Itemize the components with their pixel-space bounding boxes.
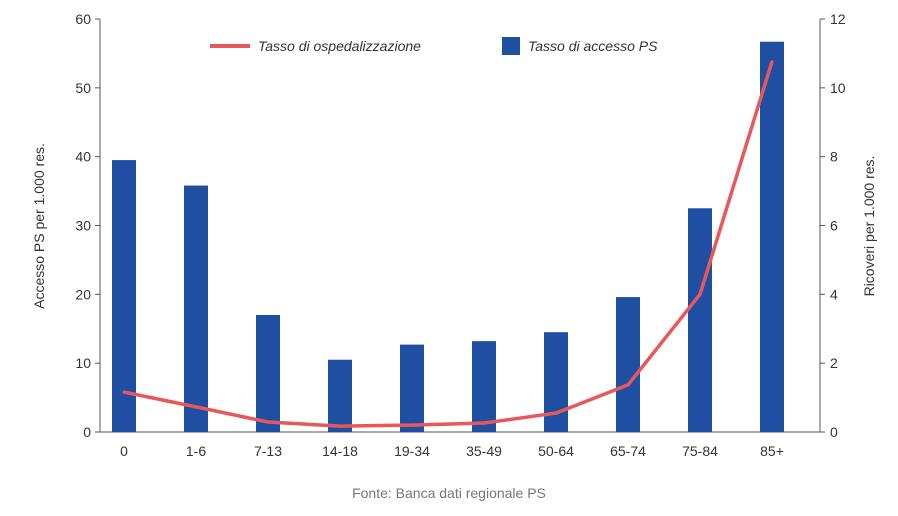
x-tick-label: 7-13 xyxy=(254,443,282,459)
legend: Tasso di ospedalizzazione Tasso di acces… xyxy=(210,37,658,55)
y-right-tick-label: 6 xyxy=(830,218,838,234)
line-point-75-84 xyxy=(698,292,702,296)
x-tick-label: 1-6 xyxy=(186,443,206,459)
y-right-tick-label: 8 xyxy=(830,149,838,165)
bar-19-34 xyxy=(400,344,424,432)
x-tick-label: 50-64 xyxy=(538,443,574,459)
legend-bar-swatch xyxy=(502,37,520,55)
line-point-65-74 xyxy=(626,383,630,387)
y-left-tick-label: 30 xyxy=(75,218,91,234)
bar-14-18 xyxy=(328,359,352,432)
bar-7-13 xyxy=(256,314,280,432)
x-tick-label: 35-49 xyxy=(466,443,502,459)
y-axis-left-label: Accesso PS per 1.000 res. xyxy=(31,143,47,309)
bar-35-49 xyxy=(472,341,496,432)
bar-1-6 xyxy=(184,185,208,432)
x-tick-label: 0 xyxy=(120,443,128,459)
y-left-tick-label: 40 xyxy=(75,149,91,165)
bar-50-64 xyxy=(544,332,568,432)
y-left-tick-label: 20 xyxy=(75,286,91,302)
y-right-tick-label: 2 xyxy=(830,355,838,371)
x-tick-label: 65-74 xyxy=(610,443,646,459)
line-point-1-6 xyxy=(194,405,198,409)
y-right-tick-label: 10 xyxy=(830,80,846,96)
legend-label-line: Tasso di ospedalizzazione xyxy=(258,38,421,54)
bar-65-74 xyxy=(616,297,640,432)
line-point-35-49 xyxy=(482,421,486,425)
source-note: Fonte: Banca dati regionale PS xyxy=(352,485,546,501)
x-tick-label: 14-18 xyxy=(322,443,358,459)
line-point-7-13 xyxy=(266,420,270,424)
y-right-tick-label: 0 xyxy=(830,424,838,440)
line-point-19-34 xyxy=(410,423,414,427)
y-axis-right-label: Ricoveri per 1.000 res. xyxy=(861,156,877,297)
x-tick-label: 85+ xyxy=(760,443,784,459)
x-tick-label: 75-84 xyxy=(682,443,718,459)
y-right-tick-label: 12 xyxy=(830,11,846,27)
legend-label-bar: Tasso di accesso PS xyxy=(528,38,658,54)
y-right-tick-label: 4 xyxy=(830,286,838,302)
line-point-14-18 xyxy=(338,424,342,428)
line-point-50-64 xyxy=(554,411,558,415)
x-tick-label: 19-34 xyxy=(394,443,430,459)
line-series-ospedalizzazione xyxy=(123,61,774,428)
bar-75-84 xyxy=(688,208,712,432)
line-point-85+ xyxy=(770,60,774,64)
bar-0 xyxy=(112,160,136,432)
y-left-tick-label: 10 xyxy=(75,355,91,371)
y-left-tick-label: 50 xyxy=(75,80,91,96)
y-left-tick-label: 0 xyxy=(83,424,91,440)
y-left-tick-label: 60 xyxy=(75,11,91,27)
line-point-0 xyxy=(122,390,126,394)
bar-85+ xyxy=(760,41,784,433)
